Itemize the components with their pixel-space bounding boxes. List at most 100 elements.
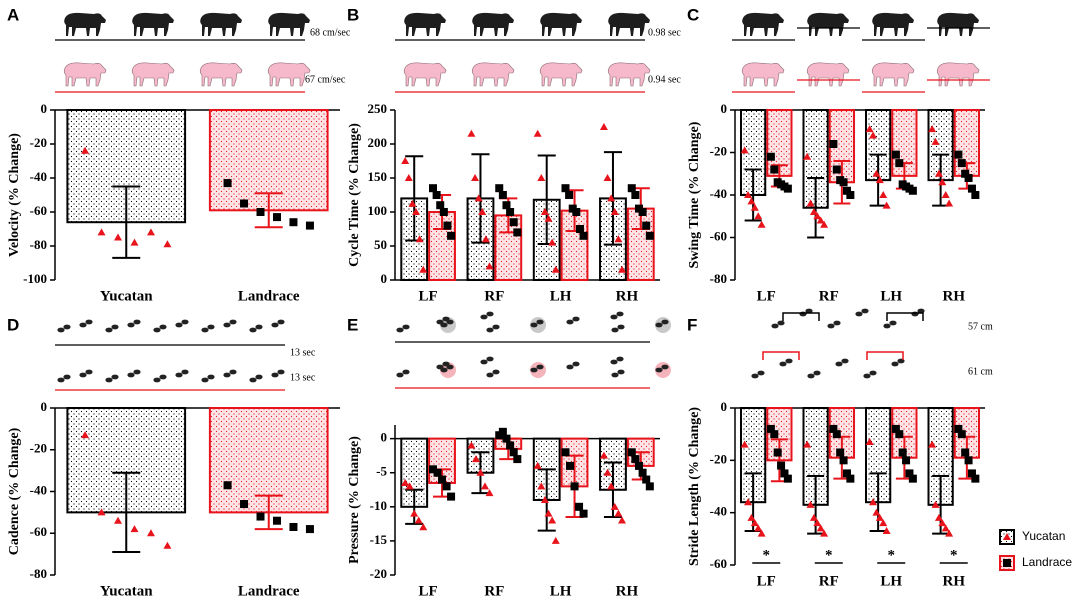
panel-label: C <box>687 5 699 24</box>
data-point <box>895 430 904 439</box>
hoofprint <box>127 322 135 328</box>
stride-bracket <box>866 351 904 360</box>
data-point <box>777 461 786 470</box>
data-point <box>579 509 588 518</box>
hoofprint <box>486 311 494 317</box>
data-point <box>163 240 172 248</box>
data-point <box>442 482 451 491</box>
hoofprint <box>85 319 93 325</box>
y-tick-label: -15 <box>370 532 388 547</box>
data-point <box>579 231 588 240</box>
pig-icon <box>806 62 850 87</box>
data-point <box>971 191 980 199</box>
data-point <box>419 523 428 531</box>
hoofprint <box>181 369 189 375</box>
data-point <box>773 448 782 457</box>
data-point <box>447 231 456 240</box>
data-point <box>945 529 954 537</box>
data-point <box>544 214 553 222</box>
data-point <box>223 481 232 490</box>
hoofprint <box>480 359 488 365</box>
hoofprint <box>777 320 785 326</box>
hoofprint <box>111 374 119 380</box>
hoofprint <box>611 372 619 378</box>
stride-bracket <box>762 351 800 360</box>
data-point <box>891 424 900 433</box>
pig-icon <box>741 62 785 87</box>
data-point <box>875 176 884 184</box>
data-point <box>272 516 281 525</box>
x-tick-label: RF <box>819 573 839 589</box>
pig-icon <box>871 62 915 87</box>
data-point <box>540 496 549 503</box>
hoofprint <box>807 373 815 379</box>
data-point <box>240 500 249 509</box>
y-tick-label: -80 <box>30 566 47 581</box>
hoofprint <box>805 308 813 314</box>
data-point <box>467 129 476 137</box>
bar <box>626 207 655 282</box>
data-point <box>509 218 518 227</box>
data-point <box>882 526 891 534</box>
data-point <box>631 191 640 199</box>
data-point <box>770 430 779 439</box>
bar <box>428 437 456 484</box>
hoofprint <box>917 308 925 314</box>
data-point <box>537 174 546 181</box>
data-point <box>81 431 90 439</box>
hoofprint <box>175 372 183 378</box>
data-point <box>846 474 855 483</box>
data-point <box>934 513 943 521</box>
data-point <box>842 469 851 478</box>
hoofprint <box>271 372 279 378</box>
pig-icon <box>872 12 914 36</box>
data-point <box>971 474 980 483</box>
error-bar <box>112 471 141 554</box>
data-point <box>433 468 442 477</box>
pig-icon <box>742 12 784 36</box>
panel-label: E <box>347 315 358 334</box>
pig-icon <box>607 62 651 87</box>
data-point <box>289 218 298 227</box>
data-point <box>408 199 417 207</box>
hoofprint <box>133 369 141 375</box>
y-tick-label: 250 <box>368 101 388 116</box>
data-point <box>957 430 966 439</box>
data-point <box>638 468 647 477</box>
y-tick-label: -40 <box>710 504 727 519</box>
data-point <box>480 482 489 490</box>
data-point <box>428 184 437 193</box>
pig-icon <box>539 62 583 87</box>
data-point <box>415 235 424 243</box>
hoofprint <box>396 327 404 333</box>
data-point <box>97 228 106 236</box>
data-point <box>447 492 456 501</box>
hoofprint <box>133 319 141 325</box>
data-point <box>97 508 106 516</box>
hoofprint <box>402 324 410 330</box>
data-point <box>638 208 647 216</box>
hoofprint <box>616 311 624 317</box>
y-tick-label: -80 <box>710 271 727 286</box>
data-point <box>938 519 947 527</box>
x-tick-label: LF <box>419 288 438 304</box>
data-point <box>816 216 825 224</box>
hoofprint <box>617 324 625 330</box>
hoofprint <box>442 361 450 367</box>
annotation: 57 cm <box>968 321 993 332</box>
data-point <box>744 498 753 506</box>
data-point <box>1003 559 1011 567</box>
pig-icon <box>472 12 514 36</box>
pig-icon <box>199 62 243 87</box>
hoofprint <box>492 369 500 375</box>
data-point <box>618 516 627 524</box>
hoofprint <box>610 359 618 365</box>
stride-bracket <box>782 312 820 321</box>
hoofprint <box>566 319 574 325</box>
data-point <box>747 513 756 521</box>
data-point <box>474 194 483 202</box>
legend-label: Yucatan <box>1022 529 1065 543</box>
y-tick-label: -40 <box>710 186 727 201</box>
error-bar <box>112 185 141 259</box>
data-point <box>832 165 841 174</box>
